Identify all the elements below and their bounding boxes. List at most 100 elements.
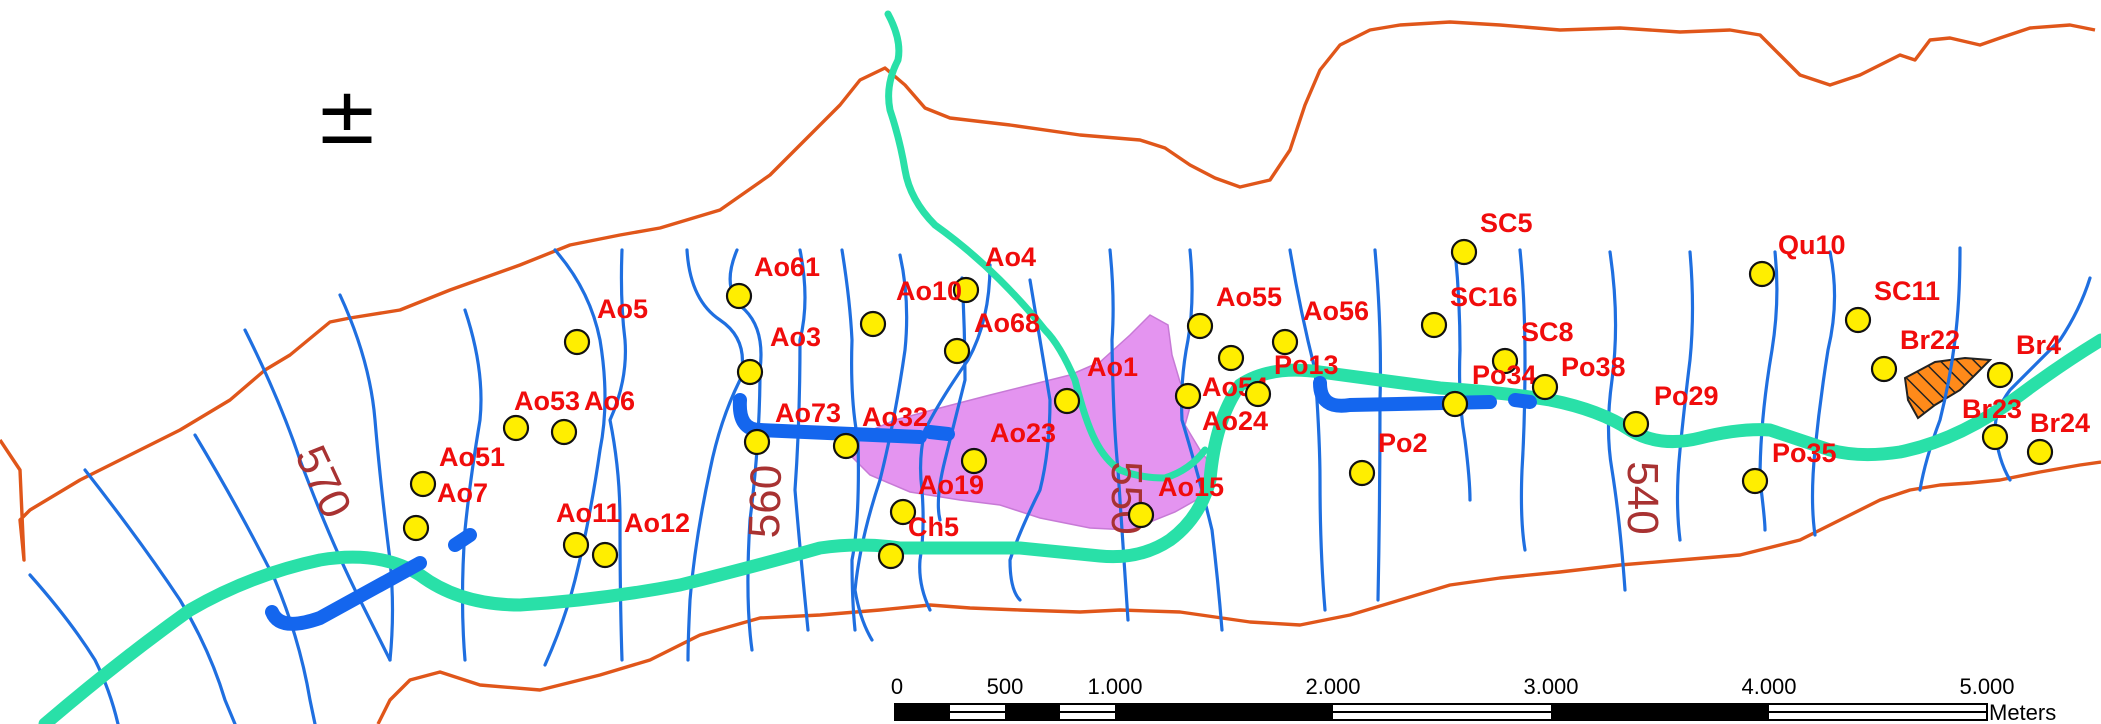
sample-point-label: Ao12 [624,508,690,538]
scale-tick-label: 4.000 [1741,674,1796,699]
sample-point-label: Po2 [1378,428,1428,458]
sample-point-label: Ao68 [974,308,1040,338]
sample-point-ao23: Ao23 [960,418,1056,475]
sample-point-label: SC11 [1874,276,1940,306]
sample-point-marker [1348,459,1376,487]
sample-point-marker [960,447,988,475]
sample-point-marker [562,531,590,559]
sample-point-marker [1844,306,1872,334]
sample-point-marker [1441,390,1469,418]
sample-point-ao68: Ao68 [943,308,1040,365]
sample-point-label: Br24 [2030,408,2090,438]
sample-point-label: Ao61 [754,252,820,282]
sample-point-sc11: SC11 [1844,276,1940,334]
sample-point-label: Po34 [1472,360,1537,390]
sample-point-label: Qu10 [1778,230,1846,260]
sample-point-po35: Po35 [1741,438,1837,495]
sample-point-br24: Br24 [2026,408,2090,466]
sample-point-label: Po35 [1772,438,1837,468]
sample-point-label: Ao15 [1158,472,1224,502]
sample-point-po29: Po29 [1622,381,1719,438]
contour-line [83,468,237,724]
sample-point-br23: Br23 [1962,394,2022,451]
sample-point-label: Ao11 [556,498,621,528]
sample-point-label: Po38 [1561,352,1626,382]
contour-line [243,328,392,662]
sample-point-marker [502,414,530,442]
scale-bar: 0 500 1.000 2.000 3.000 4.000 5.000 Mete… [891,674,2056,724]
scale-unit-label: Meters [1989,700,2056,724]
sample-point-label: Ao1 [1087,352,1138,382]
sample-point-marker [1741,467,1769,495]
contour-line [1008,278,1052,602]
sample-point-sc8: SC8 [1491,317,1574,375]
sample-point-label: Ao4 [985,242,1036,272]
sample-point-marker [1748,260,1776,288]
sample-point-marker [1870,355,1898,383]
sample-point-label: Ao3 [770,322,821,352]
sample-point-ao32: Ao32 [832,402,928,460]
contour-line [685,248,745,662]
contour-line [853,253,909,642]
sample-point-marker [943,337,971,365]
sample-point-ao5: Ao5 [563,294,648,356]
sample-point-marker [1217,344,1245,372]
scale-tick-label: 2.000 [1305,674,1360,699]
contour-line [793,248,810,632]
sample-point-marker [1186,312,1214,340]
north-boundary-line [0,20,2096,562]
sample-point-br22: Br22 [1870,325,1960,383]
scale-tick-label: 0 [891,674,903,699]
sample-point-marker [1491,347,1519,375]
contour-line [193,433,317,724]
sample-point-marker [1271,328,1299,356]
sample-point-sc5: SC5 [1450,208,1533,266]
sample-point-ao24: Ao24 [1202,380,1272,436]
sample-point-marker [1244,380,1272,408]
sample-point-ao55: Ao55 [1186,282,1282,340]
sample-point-label: Ao6 [584,386,635,416]
contour-line [608,248,627,662]
sample-point-ao10: Ao10 [859,276,962,338]
scale-tick-label: 500 [987,674,1024,699]
sample-point-marker [832,432,860,460]
sample-point-po13: Po13 [1217,344,1339,380]
sample-point-marker [409,470,437,498]
scale-tick-label: 1.000 [1087,674,1142,699]
sample-point-ao73: Ao73 [743,398,841,456]
sample-point-br4: Br4 [1986,330,2061,389]
contour-line [1918,246,1962,492]
tributary-river [884,10,1209,482]
sample-point-marker [889,498,917,526]
sample-point-marker [563,328,591,356]
sample-point-marker [877,542,905,570]
sample-point-label: Ao51 [439,442,505,472]
sample-point-label: Ao56 [1303,296,1369,326]
contour-line [338,293,395,662]
contour-line [936,276,967,522]
contour-line [1675,250,1695,542]
sample-point-marker [1174,382,1202,410]
sample-point-marker [725,282,753,310]
sample-point-marker [1127,501,1155,529]
scale-tick-label: 5.000 [1959,674,2014,699]
sample-point-ao3: Ao3 [736,322,821,386]
sample-point-marker [550,418,578,446]
sample-point-po2: Po2 [1348,428,1428,487]
river-network [38,10,2101,724]
sample-point-qu10: Qu10 [1748,230,1846,288]
sample-point-marker [2026,438,2054,466]
contour-line [1373,248,1383,602]
contour-line [28,573,120,724]
sample-point-label: Ao5 [597,294,648,324]
sample-points: Ao61 Ao4 Ao10 Ao68 Ao3 Ao5 Ao53 Ao6 Ao73 Ao32 Ao23… [402,208,2090,570]
sample-point-ao12: Ao12 [591,508,690,569]
sample-point-marker [591,541,619,569]
sample-point-ao7: Ao7 [402,478,488,542]
scale-tick-label: 3.000 [1523,674,1578,699]
structure-west [265,528,477,631]
sample-point-marker [402,514,430,542]
sample-point-label: Ao73 [775,398,841,428]
sample-point-label: Ao55 [1216,282,1282,312]
